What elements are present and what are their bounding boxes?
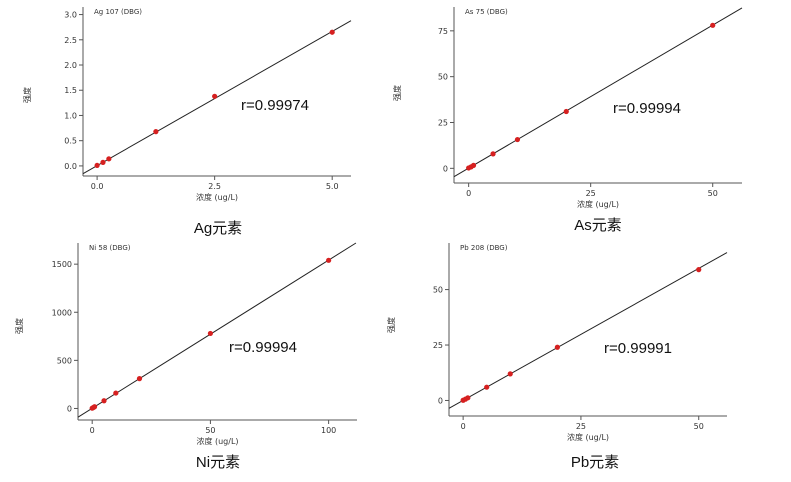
y-tick-label: 2.0 (64, 61, 77, 70)
data-point (326, 257, 332, 263)
x-tick-label: 25 (576, 422, 586, 431)
data-point (212, 93, 218, 99)
regression-line (448, 252, 728, 409)
y-tick-label: 75 (438, 27, 448, 36)
y-tick-label: 25 (438, 119, 448, 128)
y-tick-label: 0.5 (64, 137, 77, 146)
data-point (696, 267, 702, 273)
chart-panel: Ag 107 (DBG) 0.0 0.5 1.0 1.5 2.0 2.5 3.0 0.0 2.5 5… (22, 7, 352, 237)
y-tick-label: 0 (438, 396, 443, 405)
element-caption: Ag元素 (194, 220, 242, 237)
data-point (100, 159, 106, 165)
x-tick-label: 0 (461, 422, 466, 431)
data-point (470, 162, 477, 168)
x-axis-title: 浓度 (ug/L) (567, 432, 609, 442)
correlation-label: r=0.99974 (241, 97, 309, 114)
chart-panel: As 75 (DBG) 0 25 50 75 0 25 50 浓度 (ug/L) 强度 r=0.99… (392, 7, 743, 234)
panel-title: Ag 107 (DBG) (94, 8, 142, 16)
data-point (490, 151, 496, 157)
data-point (554, 344, 560, 350)
y-tick-label: 0.0 (64, 162, 77, 171)
y-tick-label: 1500 (52, 260, 72, 269)
data-point (514, 136, 521, 143)
element-caption: Ni元素 (196, 454, 240, 471)
y-tick-label: 0 (443, 164, 448, 173)
data-point (91, 404, 98, 410)
x-tick-label: 100 (321, 426, 336, 435)
correlation-label: r=0.99991 (604, 340, 672, 357)
data-point (329, 29, 335, 35)
panel-title: As 75 (DBG) (465, 8, 508, 16)
y-tick-label: 1.5 (64, 86, 77, 95)
x-axis-title: 浓度 (ug/L) (577, 199, 619, 209)
y-tick-label: 1.0 (64, 111, 77, 120)
chart-panel: Pb 208 (DBG) 0 25 50 0 25 50 浓度 (ug/L) 强度 r=0.999… (386, 243, 728, 471)
y-tick-label: 50 (438, 73, 448, 82)
y-axis-title: 强度 (386, 317, 396, 333)
x-tick-label: 50 (694, 422, 704, 431)
correlation-label: r=0.99994 (613, 100, 681, 117)
x-tick-label: 0 (90, 426, 95, 435)
x-tick-label: 0 (466, 189, 471, 198)
x-tick-label: 5.0 (326, 182, 339, 191)
x-tick-label: 50 (205, 426, 215, 435)
data-point (153, 129, 159, 135)
y-axis-title: 强度 (22, 87, 32, 103)
element-caption: Pb元素 (571, 454, 619, 471)
y-tick-label: 2.5 (64, 36, 77, 45)
element-caption: As元素 (574, 217, 622, 234)
x-tick-label: 2.5 (208, 182, 221, 191)
y-tick-label: 50 (433, 286, 443, 295)
y-axis-title: 强度 (392, 85, 402, 101)
y-axis-title: 强度 (14, 318, 24, 334)
data-point (101, 398, 107, 404)
data-point (465, 395, 471, 401)
data-point (207, 330, 214, 337)
x-axis-title: 浓度 (ug/L) (196, 192, 238, 202)
regression-line (453, 7, 743, 178)
y-tick-label: 25 (433, 341, 443, 350)
data-point (484, 384, 490, 390)
panel-title: Pb 208 (DBG) (460, 244, 508, 252)
data-point (113, 390, 119, 396)
y-tick-label: 0 (67, 404, 72, 413)
x-tick-label: 50 (708, 189, 718, 198)
y-tick-label: 1000 (52, 308, 72, 317)
x-tick-label: 0.0 (91, 182, 104, 191)
data-point (106, 156, 112, 162)
data-point (710, 22, 716, 28)
data-point (94, 162, 100, 169)
chart-panel: Ni 58 (DBG) 0 500 1000 1500 0 50 100 浓度 (ug/L) 强度… (14, 242, 357, 471)
data-point (136, 376, 143, 382)
y-tick-label: 3.0 (64, 11, 77, 20)
x-axis-title: 浓度 (ug/L) (196, 436, 238, 446)
y-tick-label: 500 (57, 356, 72, 365)
regression-line (77, 242, 357, 418)
panel-title: Ni 58 (DBG) (89, 244, 131, 252)
x-tick-label: 25 (586, 189, 596, 198)
data-point (507, 371, 513, 377)
data-point (563, 108, 569, 115)
correlation-label: r=0.99994 (229, 339, 297, 356)
